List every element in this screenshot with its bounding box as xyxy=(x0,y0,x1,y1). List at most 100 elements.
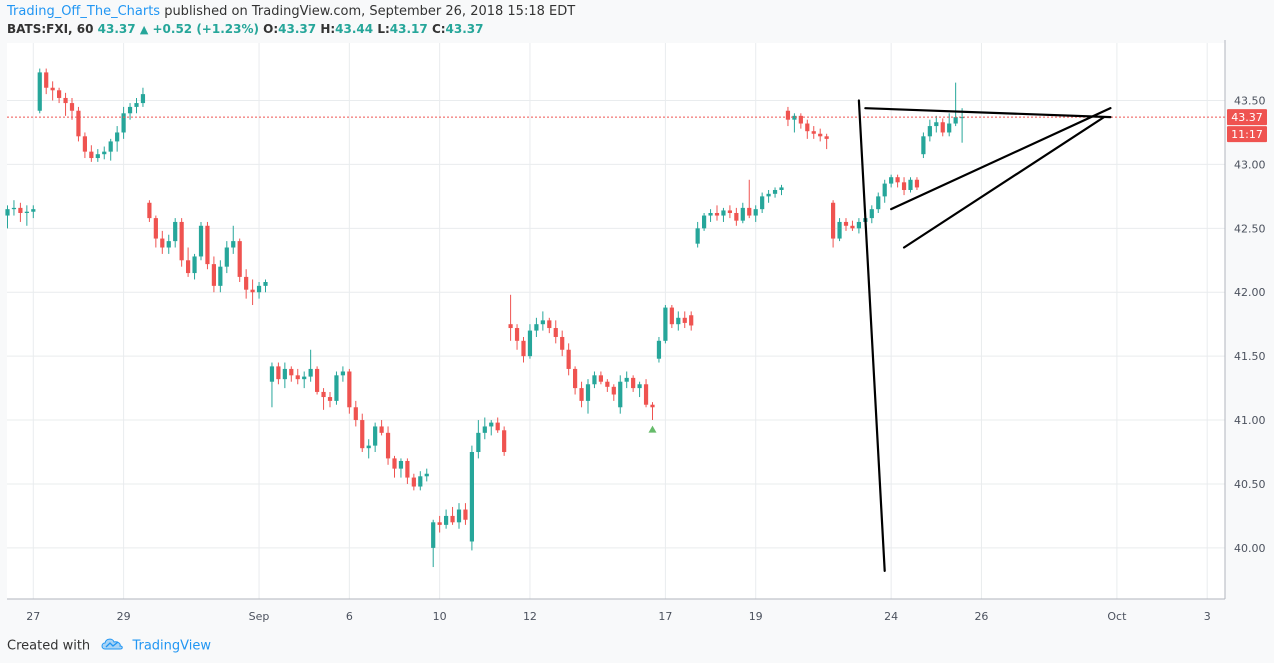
candle-body[interactable] xyxy=(779,187,784,190)
candle-body[interactable] xyxy=(392,458,397,469)
candle-body[interactable] xyxy=(540,320,545,325)
candle-body[interactable] xyxy=(682,317,687,323)
candle-body[interactable] xyxy=(437,522,442,525)
candle-body[interactable] xyxy=(153,218,158,239)
candle-body[interactable] xyxy=(179,221,184,261)
candle-body[interactable] xyxy=(89,151,94,159)
candle-body[interactable] xyxy=(624,377,629,382)
candle-body[interactable] xyxy=(95,154,100,159)
candle-body[interactable] xyxy=(5,209,10,216)
candle-body[interactable] xyxy=(102,151,107,155)
candle-body[interactable] xyxy=(605,381,610,387)
candle-body[interactable] xyxy=(308,368,313,377)
trendline-drawing[interactable] xyxy=(857,99,886,572)
candle-body[interactable] xyxy=(269,366,275,382)
candle-body[interactable] xyxy=(901,182,907,190)
candle-body[interactable] xyxy=(456,509,462,523)
candle-body[interactable] xyxy=(656,340,662,359)
candle-body[interactable] xyxy=(366,445,371,449)
candle-body[interactable] xyxy=(669,307,674,325)
candle-body[interactable] xyxy=(37,72,42,111)
candle-body[interactable] xyxy=(914,179,920,188)
candle-body[interactable] xyxy=(521,340,526,357)
candle-body[interactable] xyxy=(431,522,436,548)
candle-body[interactable] xyxy=(160,238,165,248)
candle-body[interactable] xyxy=(418,476,423,487)
candle-body[interactable] xyxy=(753,209,758,216)
candle-body[interactable] xyxy=(740,207,745,221)
candle-body[interactable] xyxy=(527,330,533,357)
candle-body[interactable] xyxy=(250,289,255,293)
candle-body[interactable] xyxy=(882,183,887,197)
candle-body[interactable] xyxy=(385,432,391,459)
candle-body[interactable] xyxy=(579,388,584,401)
candle-body[interactable] xyxy=(611,386,616,395)
candle-body[interactable] xyxy=(960,117,965,119)
candle-body[interactable] xyxy=(585,384,591,401)
candle-body[interactable] xyxy=(140,94,146,104)
candle-body[interactable] xyxy=(592,375,597,385)
candle-body[interactable] xyxy=(398,460,404,469)
candle-body[interactable] xyxy=(24,211,29,213)
time-axis-panel[interactable] xyxy=(0,599,1225,630)
candle-body[interactable] xyxy=(237,241,242,277)
candle-body[interactable] xyxy=(502,430,507,453)
candle-body[interactable] xyxy=(869,209,874,219)
candle-body[interactable] xyxy=(850,225,855,229)
candle-body[interactable] xyxy=(302,376,307,380)
candle-body[interactable] xyxy=(953,117,958,124)
candle-body[interactable] xyxy=(811,131,816,134)
candle-body[interactable] xyxy=(534,324,539,331)
candle-body[interactable] xyxy=(347,371,352,408)
candle-body[interactable] xyxy=(766,193,771,197)
candle-body[interactable] xyxy=(244,276,249,290)
candle-body[interactable] xyxy=(482,426,487,433)
candle-body[interactable] xyxy=(405,460,410,478)
candle-body[interactable] xyxy=(940,122,945,133)
candle-body[interactable] xyxy=(411,477,416,487)
candle-body[interactable] xyxy=(760,196,765,210)
candle-body[interactable] xyxy=(695,228,700,244)
candle-body[interactable] xyxy=(469,452,474,542)
candle-body[interactable] xyxy=(921,136,926,155)
candle-body[interactable] xyxy=(108,141,113,152)
candle-body[interactable] xyxy=(566,349,571,369)
candle-body[interactable] xyxy=(379,426,384,433)
candle-body[interactable] xyxy=(450,515,455,523)
candle-body[interactable] xyxy=(69,103,75,111)
candle-body[interactable] xyxy=(824,136,829,139)
candle-body[interactable] xyxy=(11,207,17,210)
candle-body[interactable] xyxy=(44,72,49,88)
candle-body[interactable] xyxy=(514,328,520,341)
candle-body[interactable] xyxy=(57,90,62,98)
candle-body[interactable] xyxy=(282,368,287,380)
candle-body[interactable] xyxy=(508,324,513,329)
candle-body[interactable] xyxy=(598,375,603,382)
candle-body[interactable] xyxy=(121,113,126,133)
candle-body[interactable] xyxy=(295,375,300,380)
candle-body[interactable] xyxy=(463,509,468,520)
candle-body[interactable] xyxy=(927,126,932,137)
candle-body[interactable] xyxy=(818,133,823,137)
candle-body[interactable] xyxy=(321,391,326,398)
candle-body[interactable] xyxy=(186,260,191,274)
candle-body[interactable] xyxy=(689,315,694,326)
candle-body[interactable] xyxy=(115,132,120,142)
candle-body[interactable] xyxy=(637,384,642,389)
symbol-name[interactable]: BATS:FXI, 60 xyxy=(7,22,94,36)
candle-body[interactable] xyxy=(908,179,913,190)
candle-body[interactable] xyxy=(714,212,720,216)
candle-body[interactable] xyxy=(127,106,133,114)
candle-body[interactable] xyxy=(18,207,23,213)
candle-body[interactable] xyxy=(708,212,713,216)
candle-body[interactable] xyxy=(63,97,68,104)
candle-body[interactable] xyxy=(676,317,681,325)
candle-body[interactable] xyxy=(31,209,36,212)
candle-body[interactable] xyxy=(643,384,649,405)
candle-body[interactable] xyxy=(147,202,152,219)
candle-body[interactable] xyxy=(889,177,894,184)
candle-body[interactable] xyxy=(231,241,236,248)
candle-body[interactable] xyxy=(727,210,732,213)
candle-body[interactable] xyxy=(82,136,87,152)
trendline-drawing[interactable] xyxy=(902,116,1106,249)
